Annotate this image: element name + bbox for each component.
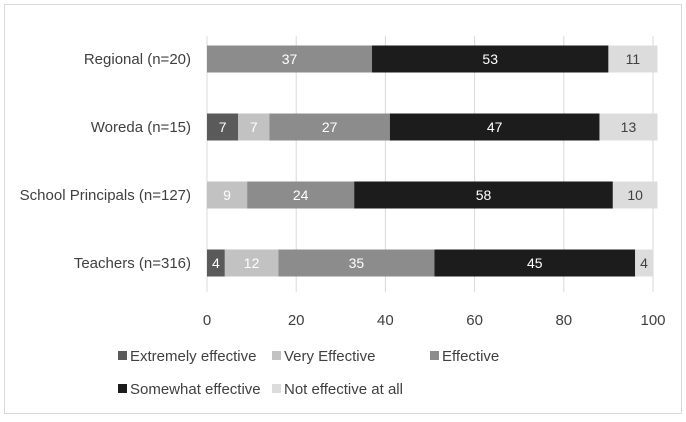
bar-segment <box>207 45 373 73</box>
x-tick-label: 80 <box>555 312 572 329</box>
bar-segment <box>278 249 435 277</box>
legend-swatch <box>272 351 281 360</box>
data-label: 35 <box>349 255 365 271</box>
data-label: 53 <box>482 51 498 67</box>
bar-segment <box>635 249 653 277</box>
data-label: 58 <box>476 187 492 203</box>
bar-segment <box>269 113 390 141</box>
bar-segment <box>372 45 609 73</box>
bar-segment <box>354 181 613 209</box>
bars: 37 53 11 7 7 27 47 13 9 24 58 10 4 12 35 45 4 <box>207 45 658 277</box>
data-label: 9 <box>223 187 231 203</box>
x-tick-label: 60 <box>466 312 483 329</box>
category-label: Woreda (n=15) <box>91 119 191 136</box>
x-axis-ticks: 0 20 40 60 80 100 <box>203 312 666 329</box>
bar-segment <box>389 113 600 141</box>
legend-label: Extremely effective <box>130 348 256 365</box>
legend-label: Not effective at all <box>284 381 403 398</box>
bar-segment <box>247 181 355 209</box>
data-label: 7 <box>250 119 258 135</box>
legend-swatch <box>118 384 127 393</box>
data-label: 24 <box>293 187 309 203</box>
data-label: 37 <box>282 51 298 67</box>
category-label: Teachers (n=316) <box>74 255 191 272</box>
category-label: School Principals (n=127) <box>20 187 191 204</box>
data-label: 13 <box>621 119 637 135</box>
x-tick-label: 0 <box>203 312 211 329</box>
x-tick-label: 100 <box>640 312 665 329</box>
bar-segment <box>207 181 248 209</box>
bar-segment <box>608 45 658 73</box>
category-label: Regional (n=20) <box>84 51 191 68</box>
data-label: 12 <box>244 255 260 271</box>
data-label: 27 <box>322 119 338 135</box>
bar-segment <box>207 249 225 277</box>
data-label: 4 <box>212 255 220 271</box>
legend-label: Very Effective <box>284 348 375 365</box>
bar-segment <box>238 113 270 141</box>
bar-segment <box>612 181 658 209</box>
x-tick-label: 40 <box>377 312 394 329</box>
legend-swatch <box>272 384 281 393</box>
data-label: 7 <box>219 119 227 135</box>
data-label: 45 <box>527 255 543 271</box>
data-label: 47 <box>487 119 503 135</box>
data-label: 11 <box>626 51 641 67</box>
category-labels: Regional (n=20) Woreda (n=15) School Princ… <box>20 51 191 272</box>
legend-swatch <box>430 351 439 360</box>
legend-label: Effective <box>442 348 499 365</box>
legend-swatch <box>118 351 127 360</box>
gridlines <box>206 36 654 292</box>
legend-label: Somewhat effective <box>130 381 261 398</box>
bar-segment <box>207 113 239 141</box>
x-tick-label: 20 <box>288 312 305 329</box>
bar-segment <box>224 249 279 277</box>
data-label: 4 <box>640 255 648 271</box>
data-label: 10 <box>627 187 643 203</box>
bar-segment <box>599 113 658 141</box>
bar-segment <box>434 249 636 277</box>
legend: Extremely effective Very Effective Effecti… <box>118 348 499 398</box>
